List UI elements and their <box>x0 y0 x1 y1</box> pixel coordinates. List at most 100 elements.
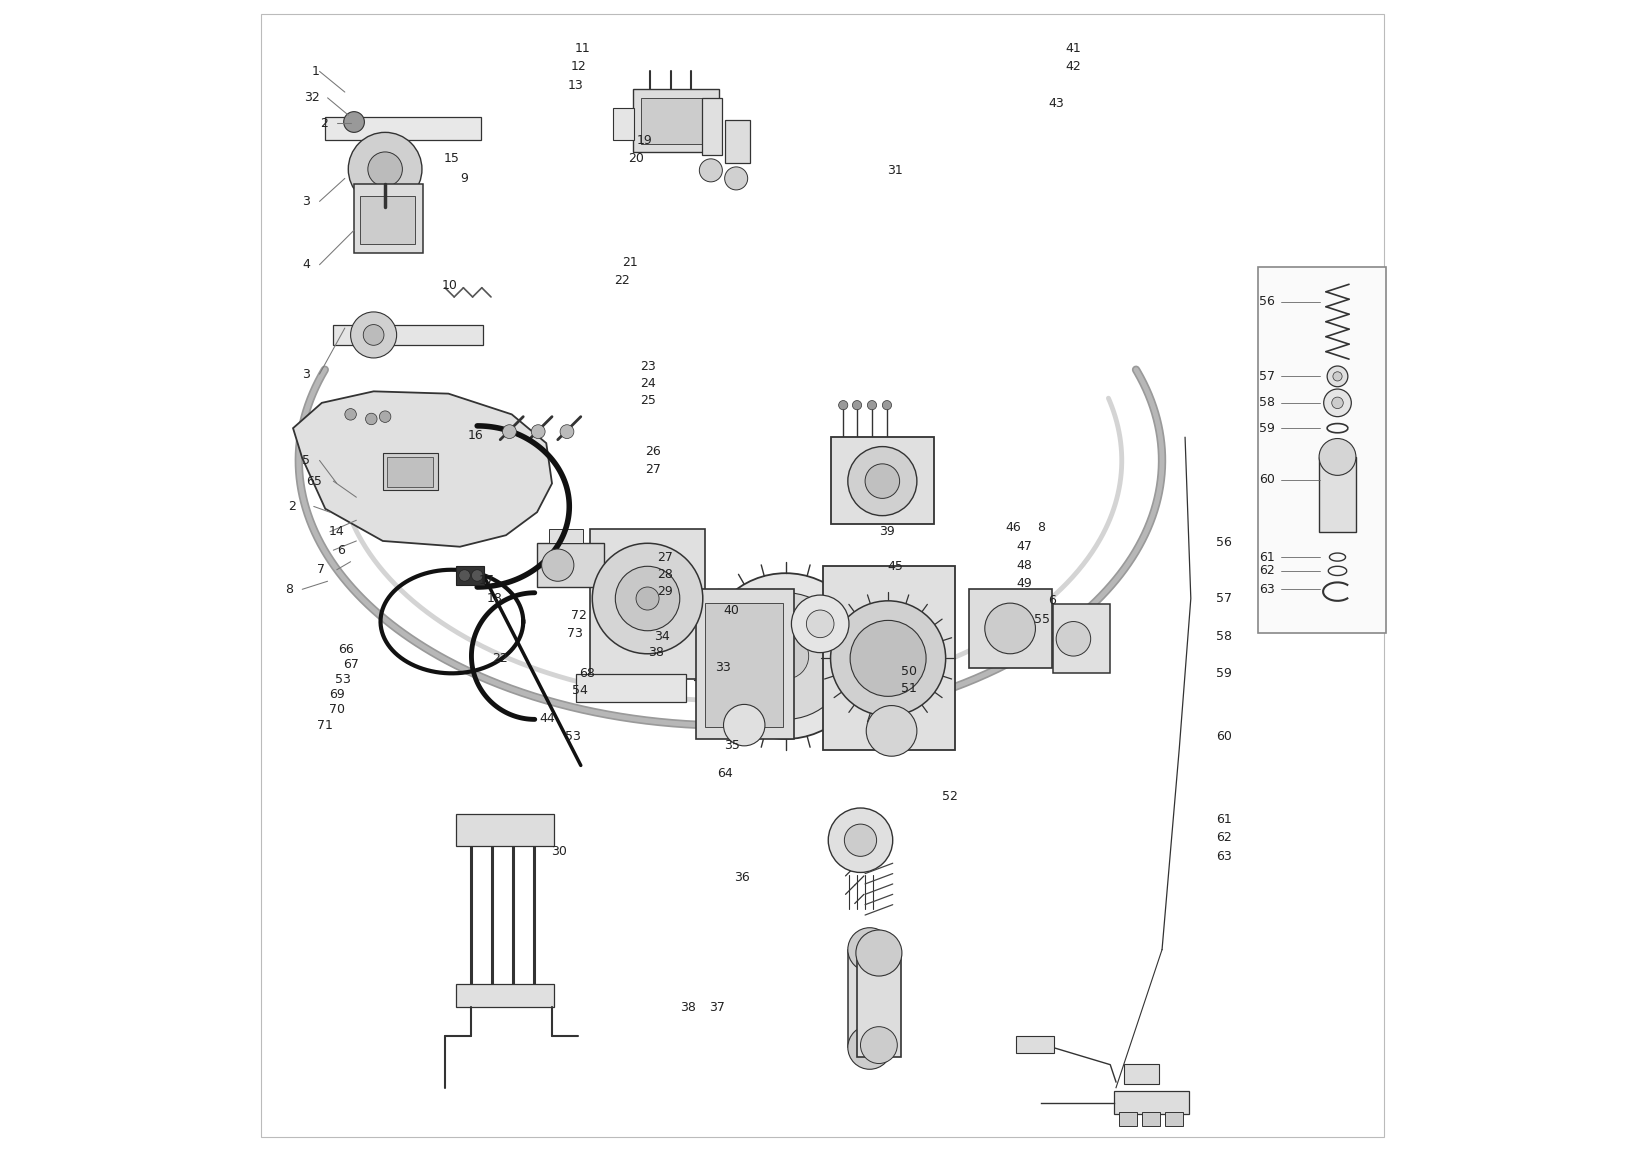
Text: 61: 61 <box>1258 550 1275 564</box>
Bar <box>706 603 783 727</box>
Text: 59: 59 <box>1258 421 1275 435</box>
Circle shape <box>702 573 869 739</box>
Text: 50: 50 <box>901 664 916 678</box>
Text: 39: 39 <box>880 525 895 539</box>
Text: 69: 69 <box>329 687 345 701</box>
Circle shape <box>365 413 377 425</box>
Text: 27: 27 <box>656 550 673 564</box>
Text: 54: 54 <box>572 684 587 698</box>
Circle shape <box>855 930 901 976</box>
Bar <box>640 98 709 144</box>
Bar <box>1124 1064 1158 1084</box>
Text: 41: 41 <box>1066 41 1081 55</box>
Text: 60: 60 <box>1258 473 1275 487</box>
Text: 64: 64 <box>717 767 732 780</box>
Circle shape <box>847 928 892 971</box>
Circle shape <box>722 593 849 719</box>
Text: 55: 55 <box>1035 612 1051 626</box>
Circle shape <box>380 411 392 422</box>
Bar <box>354 184 423 253</box>
Bar <box>456 984 554 1007</box>
Text: 9: 9 <box>461 171 467 185</box>
Text: 2: 2 <box>319 116 327 130</box>
Text: 25: 25 <box>640 394 656 407</box>
Text: 18: 18 <box>487 592 502 605</box>
Circle shape <box>637 587 660 610</box>
Circle shape <box>615 566 679 631</box>
Circle shape <box>844 824 877 856</box>
Circle shape <box>725 167 748 190</box>
Circle shape <box>345 409 357 420</box>
Text: 28: 28 <box>656 567 673 581</box>
Text: 59: 59 <box>1216 666 1232 680</box>
Circle shape <box>502 425 517 439</box>
Circle shape <box>867 401 877 410</box>
Circle shape <box>541 549 574 581</box>
Text: 73: 73 <box>568 626 582 640</box>
Text: 58: 58 <box>1258 396 1275 410</box>
Text: 38: 38 <box>648 646 663 660</box>
Text: 3: 3 <box>303 195 311 208</box>
Text: 51: 51 <box>901 681 916 695</box>
Text: 2: 2 <box>288 500 296 513</box>
Text: 1: 1 <box>311 64 319 78</box>
Text: 58: 58 <box>1216 630 1232 643</box>
Text: 31: 31 <box>887 163 903 177</box>
Text: 49: 49 <box>1017 577 1031 590</box>
Text: 16: 16 <box>467 428 484 442</box>
Text: 56: 56 <box>1216 535 1232 549</box>
Bar <box>696 589 795 739</box>
Circle shape <box>865 464 900 498</box>
Circle shape <box>472 570 484 581</box>
Text: 63: 63 <box>1258 582 1275 596</box>
Text: 17: 17 <box>479 573 495 587</box>
Text: 12: 12 <box>571 60 587 74</box>
Bar <box>725 120 750 163</box>
Bar <box>633 89 719 152</box>
Text: 24: 24 <box>640 376 656 390</box>
Text: 6: 6 <box>1048 594 1056 608</box>
Bar <box>536 543 604 587</box>
Bar <box>456 814 554 846</box>
Circle shape <box>531 425 544 439</box>
Bar <box>1053 604 1110 673</box>
Text: 48: 48 <box>1017 558 1031 572</box>
Circle shape <box>839 401 847 410</box>
Bar <box>614 108 633 140</box>
Bar <box>969 589 1051 668</box>
Bar <box>1143 1112 1160 1126</box>
Bar <box>591 529 706 679</box>
Text: 11: 11 <box>574 41 591 55</box>
Circle shape <box>364 325 383 345</box>
Circle shape <box>1056 622 1091 656</box>
Text: 66: 66 <box>339 642 354 656</box>
Text: 35: 35 <box>724 739 740 753</box>
Text: 65: 65 <box>306 474 322 488</box>
Bar <box>831 437 934 524</box>
Circle shape <box>850 620 926 696</box>
Bar <box>326 117 480 140</box>
Circle shape <box>791 595 849 653</box>
Text: 36: 36 <box>734 870 750 884</box>
Text: 63: 63 <box>1217 849 1232 863</box>
Text: 19: 19 <box>637 134 651 147</box>
Text: 56: 56 <box>1258 295 1275 308</box>
Bar <box>1120 1112 1137 1126</box>
Circle shape <box>699 159 722 182</box>
Circle shape <box>1332 397 1344 409</box>
Circle shape <box>344 112 365 132</box>
Bar <box>383 453 438 490</box>
Text: 33: 33 <box>714 661 730 674</box>
Circle shape <box>350 312 396 358</box>
Text: 23: 23 <box>640 359 656 373</box>
Text: 45: 45 <box>887 559 903 573</box>
Text: 22: 22 <box>615 274 630 288</box>
Bar <box>1017 1036 1054 1053</box>
Text: 44: 44 <box>540 711 556 725</box>
Text: 37: 37 <box>709 1000 725 1014</box>
Text: 21: 21 <box>622 256 638 269</box>
Text: 22: 22 <box>492 651 508 665</box>
Text: 68: 68 <box>579 666 594 680</box>
Text: 5: 5 <box>303 453 311 467</box>
Text: 8: 8 <box>285 582 293 596</box>
